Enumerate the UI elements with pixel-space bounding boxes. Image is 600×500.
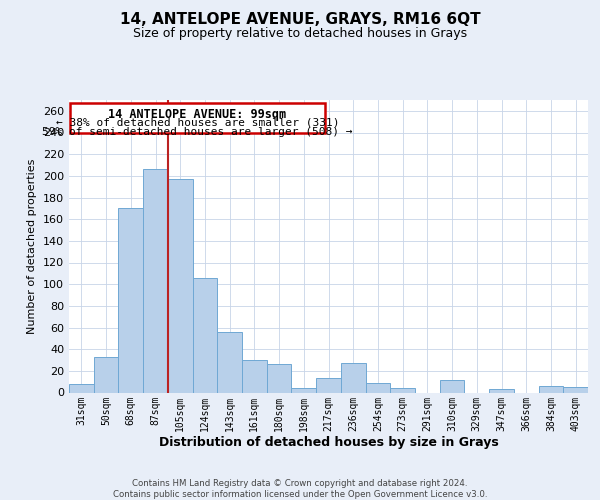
Bar bbox=[69, 384, 94, 392]
Bar bbox=[316, 378, 341, 392]
Bar bbox=[365, 383, 390, 392]
Text: 14 ANTELOPE AVENUE: 99sqm: 14 ANTELOPE AVENUE: 99sqm bbox=[109, 108, 287, 120]
Text: 59% of semi-detached houses are larger (508) →: 59% of semi-detached houses are larger (… bbox=[42, 127, 353, 137]
Bar bbox=[390, 388, 415, 392]
Bar bbox=[193, 278, 217, 392]
Bar bbox=[489, 389, 514, 392]
X-axis label: Distribution of detached houses by size in Grays: Distribution of detached houses by size … bbox=[158, 436, 499, 449]
Bar bbox=[563, 387, 588, 392]
Text: Size of property relative to detached houses in Grays: Size of property relative to detached ho… bbox=[133, 28, 467, 40]
Bar bbox=[539, 386, 563, 392]
Text: Contains public sector information licensed under the Open Government Licence v3: Contains public sector information licen… bbox=[113, 490, 487, 499]
Bar bbox=[168, 179, 193, 392]
Bar bbox=[217, 332, 242, 392]
Bar bbox=[341, 363, 365, 392]
Bar bbox=[292, 388, 316, 392]
Bar bbox=[118, 208, 143, 392]
Text: Contains HM Land Registry data © Crown copyright and database right 2024.: Contains HM Land Registry data © Crown c… bbox=[132, 479, 468, 488]
FancyBboxPatch shape bbox=[70, 104, 325, 132]
Text: 14, ANTELOPE AVENUE, GRAYS, RM16 6QT: 14, ANTELOPE AVENUE, GRAYS, RM16 6QT bbox=[119, 12, 481, 28]
Y-axis label: Number of detached properties: Number of detached properties bbox=[28, 158, 37, 334]
Bar bbox=[242, 360, 267, 392]
Bar bbox=[143, 170, 168, 392]
Bar bbox=[94, 357, 118, 392]
Bar bbox=[267, 364, 292, 392]
Text: ← 38% of detached houses are smaller (331): ← 38% of detached houses are smaller (33… bbox=[56, 118, 339, 128]
Bar bbox=[440, 380, 464, 392]
